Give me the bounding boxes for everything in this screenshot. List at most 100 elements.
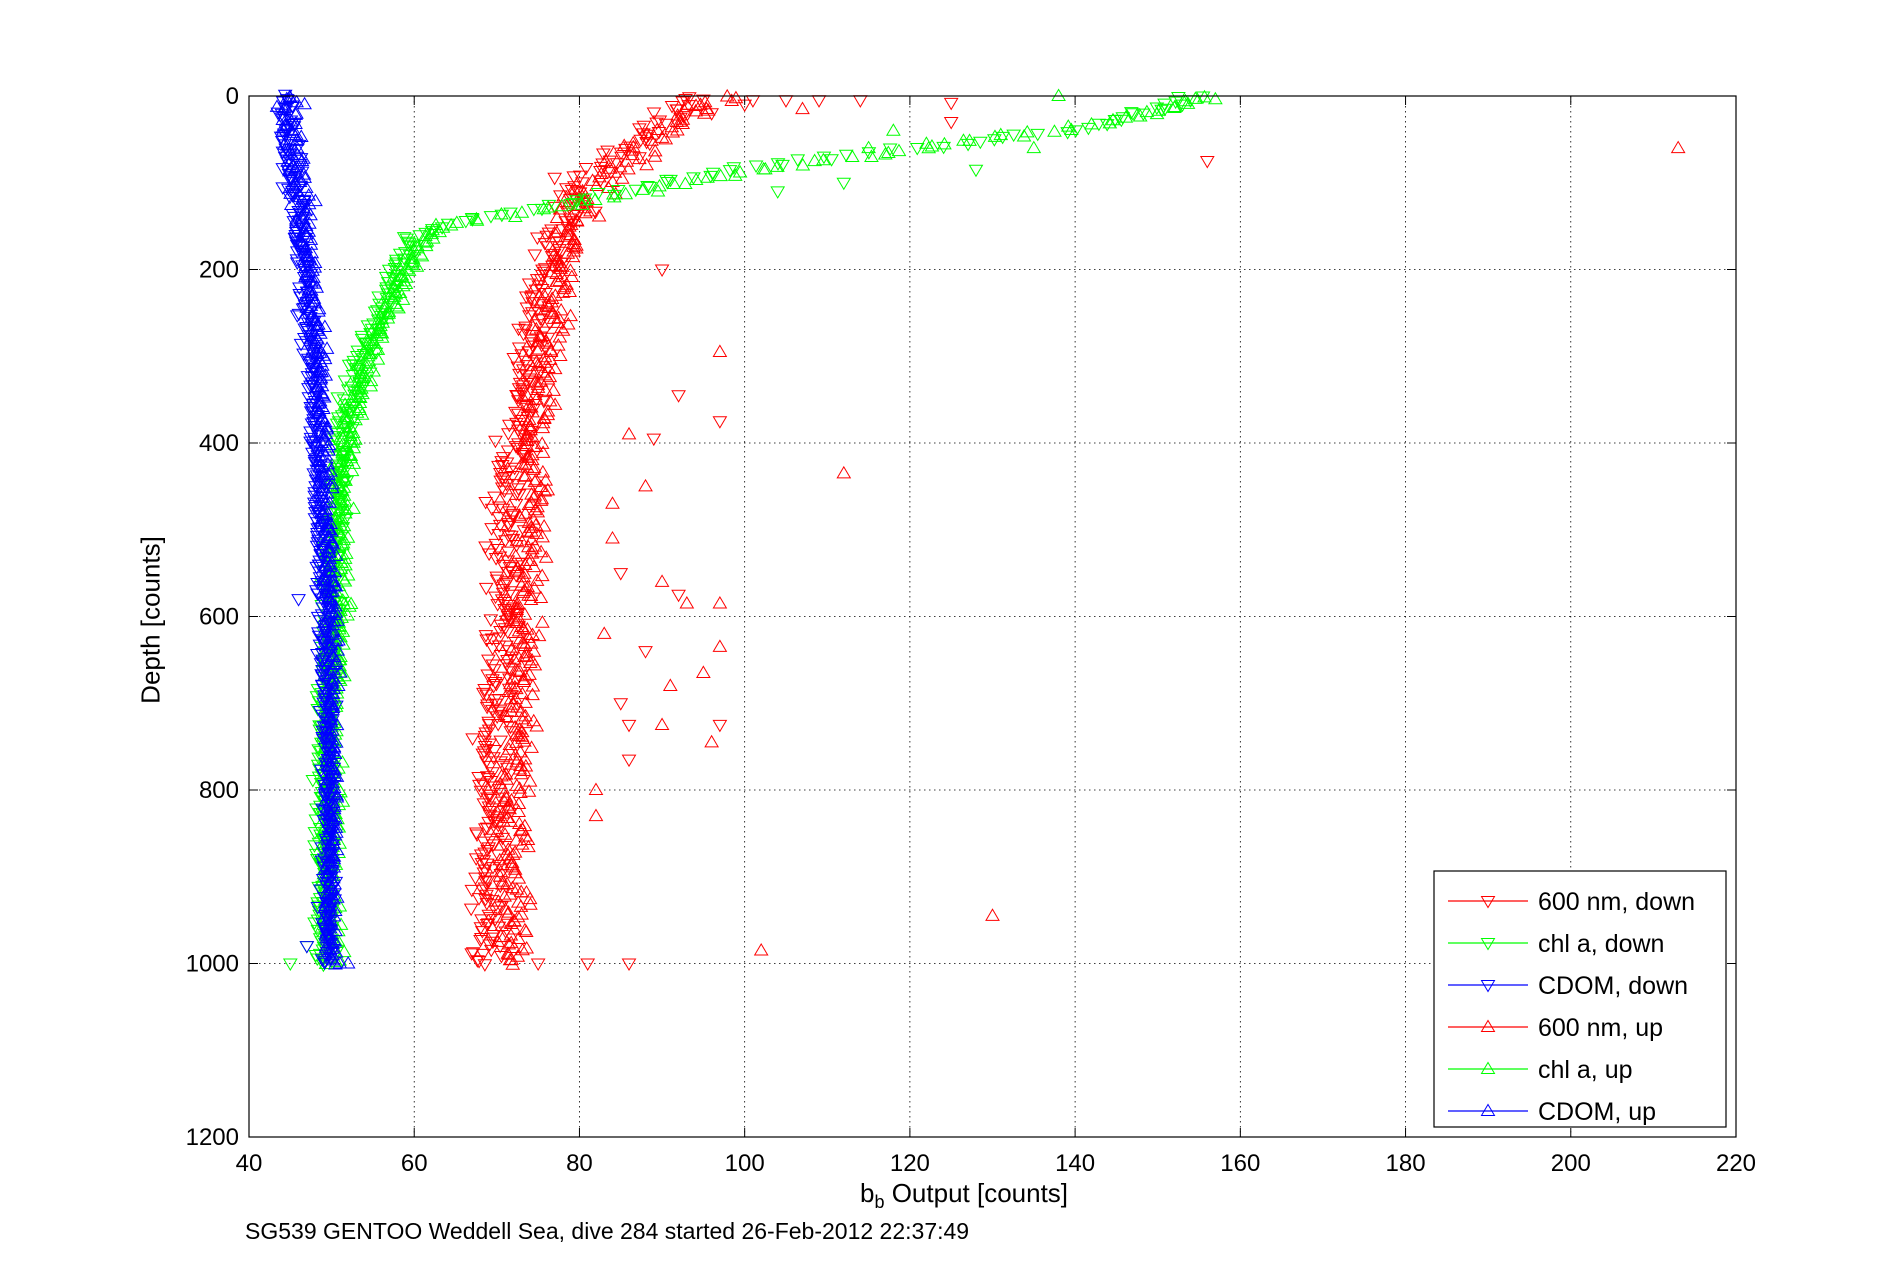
data-point (488, 553, 504, 566)
data-point (536, 518, 552, 532)
data-point (395, 292, 411, 305)
data-point (504, 792, 519, 806)
data-point (493, 864, 509, 878)
data-point (836, 465, 852, 479)
data-point (679, 596, 695, 609)
data-point (523, 375, 539, 389)
data-point (333, 603, 348, 616)
data-point (540, 199, 556, 213)
data-point (325, 583, 340, 597)
data-point (519, 302, 535, 316)
data-point (525, 462, 541, 475)
data-point (336, 532, 352, 546)
data-point (500, 610, 516, 624)
data-point (919, 136, 934, 149)
data-point (595, 148, 611, 161)
data-point (513, 899, 529, 912)
data-point (596, 626, 612, 639)
data-point (516, 391, 531, 404)
data-point (695, 665, 711, 678)
data-point (492, 551, 508, 565)
data-point (565, 249, 581, 263)
data-point (636, 120, 652, 134)
data-point (379, 306, 395, 320)
data-point (621, 958, 637, 971)
data-point (703, 170, 719, 184)
data-point (1019, 124, 1035, 138)
data-point (524, 307, 540, 320)
data-point (712, 596, 728, 609)
data-point (499, 659, 515, 672)
data-point (487, 816, 502, 829)
data-point (290, 147, 305, 161)
data-point (677, 176, 693, 190)
data-point (346, 501, 361, 514)
data-point (514, 349, 529, 362)
legend-marker (1480, 979, 1496, 993)
legend-label: chl a, up (1538, 1056, 1633, 1084)
data-point (313, 413, 329, 427)
data-point (277, 137, 293, 150)
data-point (458, 216, 474, 229)
data-point (517, 607, 533, 620)
data-point (651, 127, 667, 140)
data-point (519, 400, 535, 414)
data-point (549, 274, 565, 287)
data-point (836, 177, 852, 191)
data-point (1154, 104, 1169, 118)
data-point (509, 882, 525, 895)
data-point (314, 429, 330, 442)
data-point (506, 613, 522, 626)
data-point (512, 510, 528, 523)
data-point (498, 577, 514, 591)
data-point (726, 162, 742, 175)
data-point (538, 550, 554, 563)
data-point (481, 548, 497, 562)
data-point (503, 814, 519, 827)
data-point (303, 426, 318, 440)
data-point (319, 865, 335, 879)
data-point (527, 539, 543, 552)
data-point (523, 636, 539, 649)
data-point (463, 903, 479, 917)
data-point (299, 226, 314, 240)
data-point (292, 282, 307, 296)
data-point (530, 504, 546, 518)
x-tick-label: 80 (566, 1150, 593, 1177)
data-point (506, 479, 521, 492)
data-point (700, 170, 715, 183)
data-point (478, 876, 493, 889)
data-point (665, 124, 681, 138)
data-point (524, 740, 539, 753)
data-point (1132, 108, 1148, 122)
data-point (392, 248, 408, 262)
data-point (283, 186, 298, 199)
data-point (600, 145, 615, 159)
data-point (1102, 115, 1118, 129)
data-point (535, 464, 551, 478)
data-point (398, 276, 414, 289)
data-point (568, 240, 584, 254)
data-point (310, 527, 325, 541)
y-tick-label: 1000 (186, 951, 239, 978)
data-point (289, 133, 305, 146)
data-point (605, 186, 621, 200)
data-point (632, 123, 647, 136)
data-point (662, 678, 678, 691)
data-point (282, 163, 297, 177)
data-point (485, 643, 501, 656)
data-point (414, 248, 430, 262)
data-point (530, 334, 546, 347)
data-point (304, 306, 320, 320)
data-point (511, 383, 527, 396)
data-point (485, 936, 501, 950)
data-point (519, 885, 534, 898)
data-point (349, 351, 365, 364)
data-point (1063, 122, 1079, 136)
data-point (527, 581, 542, 594)
legend-label: chl a, down (1538, 930, 1664, 958)
data-point (405, 254, 421, 267)
data-point (514, 456, 530, 469)
data-point (1030, 128, 1046, 142)
data-point (500, 445, 516, 459)
